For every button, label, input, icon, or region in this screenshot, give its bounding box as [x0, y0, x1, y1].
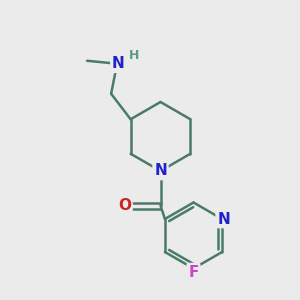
- Text: N: N: [217, 212, 230, 226]
- Text: H: H: [128, 49, 139, 62]
- Text: O: O: [118, 198, 131, 213]
- Text: N: N: [154, 164, 167, 178]
- Text: N: N: [112, 56, 125, 71]
- Text: F: F: [188, 265, 199, 280]
